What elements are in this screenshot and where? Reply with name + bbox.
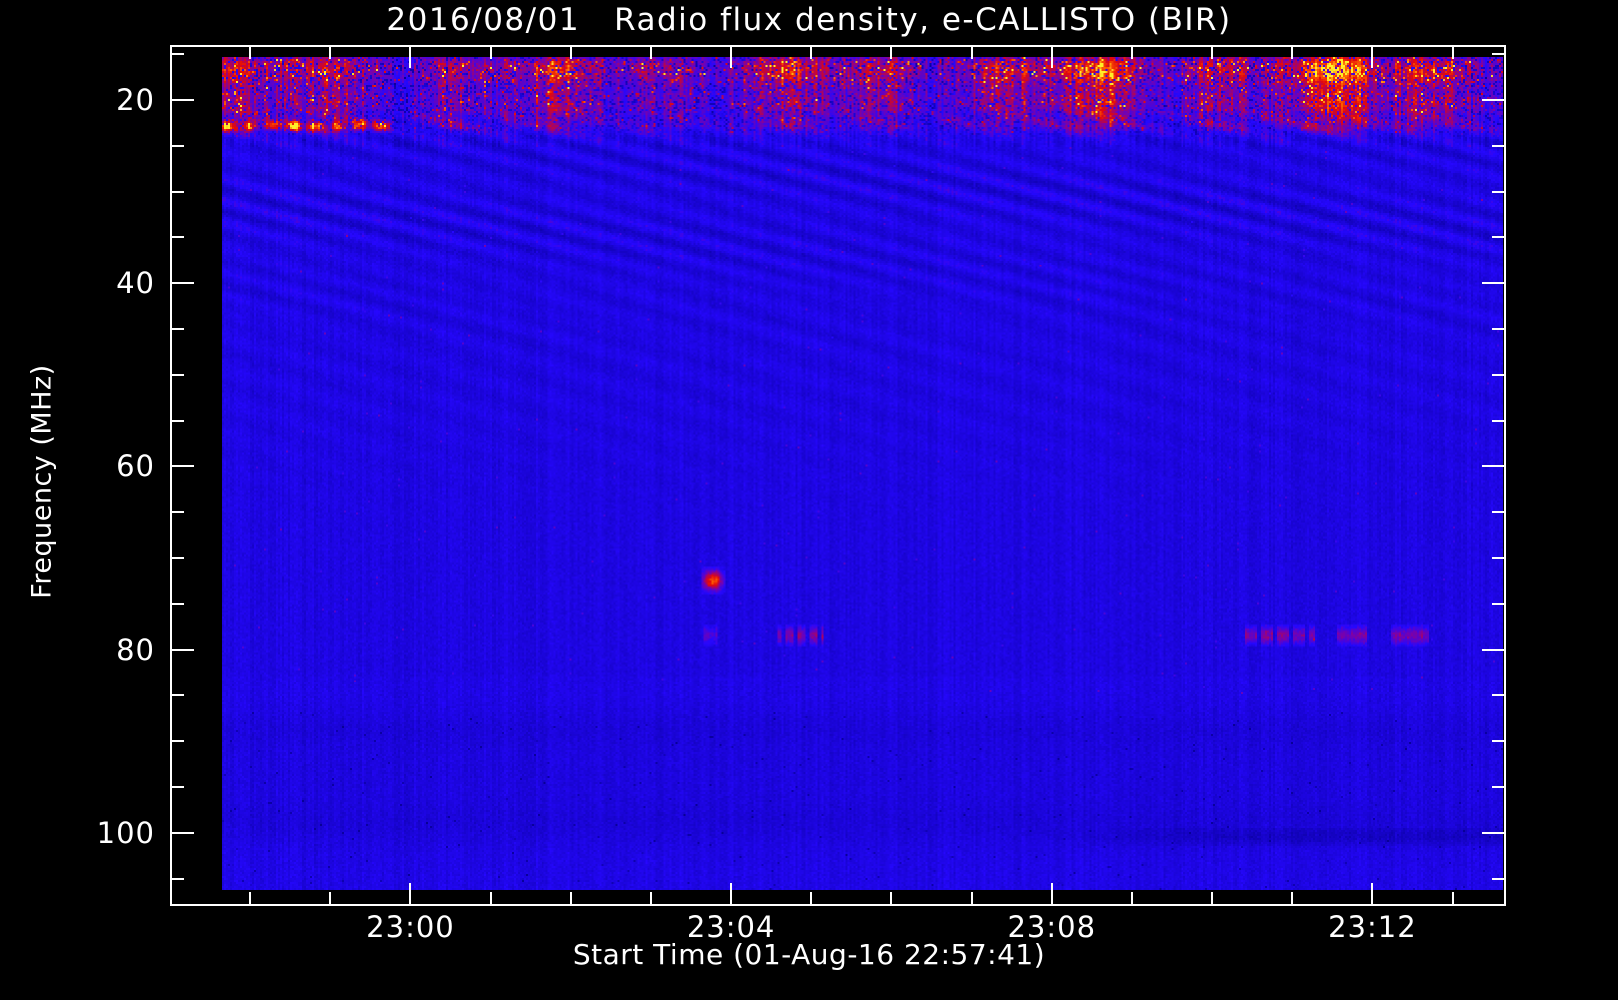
x-axis-title: Start Time (01-Aug-16 22:57:41) [572, 938, 1046, 971]
x-tick-23:04 [730, 883, 733, 904]
y-tick-right-30 [1492, 190, 1504, 193]
x-tick-top-240 [489, 47, 492, 59]
y-tick-15 [172, 53, 184, 56]
y-tick-label-40: 40 [116, 266, 155, 301]
y-tick-85 [172, 694, 184, 697]
y-tick-right-20 [1482, 98, 1504, 101]
x-tick-540 [890, 892, 893, 904]
x-tick-top-23:08 [1050, 47, 1053, 68]
spectrogram-image [222, 57, 1503, 890]
x-tick-label-23:08: 23:08 [1007, 910, 1097, 944]
x-tick-top-480 [810, 47, 813, 59]
y-tick-90 [172, 740, 184, 743]
y-tick-label-20: 20 [116, 82, 155, 117]
x-tick-top-120 [329, 47, 332, 59]
y-tick-35 [172, 236, 184, 239]
y-tick-right-25 [1492, 144, 1504, 147]
x-tick-label-23:04: 23:04 [686, 910, 776, 944]
y-tick-80 [172, 648, 194, 651]
x-tick-top-540 [890, 47, 893, 59]
y-tick-40 [172, 282, 194, 285]
y-tick-105 [172, 877, 184, 880]
y-tick-label-60: 60 [116, 449, 155, 484]
y-tick-right-15 [1492, 53, 1504, 56]
y-tick-100 [172, 831, 194, 834]
y-tick-right-95 [1492, 785, 1504, 788]
x-tick-top-60 [249, 47, 252, 59]
y-tick-right-80 [1482, 648, 1504, 651]
x-tick-780 [1211, 892, 1214, 904]
page-title: 2016/08/01 Radio flux density, e-CALLIST… [386, 2, 1232, 38]
x-tick-top-23:04 [730, 47, 733, 68]
y-tick-30 [172, 190, 184, 193]
x-tick-top-960 [1451, 47, 1454, 59]
y-tick-right-90 [1492, 740, 1504, 743]
x-tick-840 [1291, 892, 1294, 904]
x-tick-top-720 [1130, 47, 1133, 59]
x-tick-480 [810, 892, 813, 904]
y-tick-right-75 [1492, 602, 1504, 605]
y-tick-right-35 [1492, 236, 1504, 239]
spectrogram-canvas [222, 57, 1503, 890]
y-tick-65 [172, 511, 184, 514]
x-tick-23:12 [1371, 883, 1374, 904]
x-tick-top-23:00 [409, 47, 412, 68]
x-tick-600 [970, 892, 973, 904]
x-tick-720 [1130, 892, 1133, 904]
y-tick-right-60 [1482, 465, 1504, 468]
x-tick-top-23:12 [1371, 47, 1374, 68]
y-tick-75 [172, 602, 184, 605]
x-tick-23:00 [409, 883, 412, 904]
x-tick-top-600 [970, 47, 973, 59]
x-tick-240 [489, 892, 492, 904]
x-tick-top-780 [1211, 47, 1214, 59]
y-tick-label-100: 100 [96, 815, 155, 850]
y-tick-45 [172, 327, 184, 330]
x-tick-300 [569, 892, 572, 904]
y-tick-right-55 [1492, 419, 1504, 422]
x-tick-120 [329, 892, 332, 904]
y-tick-right-45 [1492, 327, 1504, 330]
x-tick-960 [1451, 892, 1454, 904]
y-tick-55 [172, 419, 184, 422]
x-tick-360 [649, 892, 652, 904]
x-tick-top-840 [1291, 47, 1294, 59]
y-tick-right-40 [1482, 282, 1504, 285]
y-tick-label-80: 80 [116, 632, 155, 667]
x-tick-top-360 [649, 47, 652, 59]
y-tick-20 [172, 98, 194, 101]
y-tick-95 [172, 785, 184, 788]
y-tick-right-70 [1492, 556, 1504, 559]
y-tick-right-65 [1492, 511, 1504, 514]
y-tick-right-50 [1492, 373, 1504, 376]
y-tick-25 [172, 144, 184, 147]
x-tick-label-23:12: 23:12 [1328, 910, 1417, 944]
y-tick-70 [172, 556, 184, 559]
y-tick-right-100 [1482, 831, 1504, 834]
x-tick-top-300 [569, 47, 572, 59]
y-tick-right-105 [1492, 877, 1504, 880]
x-tick-label-23:00: 23:00 [366, 910, 455, 944]
x-tick-60 [249, 892, 252, 904]
y-axis-title: Frequency (MHz) [26, 364, 58, 599]
y-tick-50 [172, 373, 184, 376]
y-tick-right-85 [1492, 694, 1504, 697]
y-tick-60 [172, 465, 194, 468]
x-tick-23:08 [1050, 883, 1053, 904]
